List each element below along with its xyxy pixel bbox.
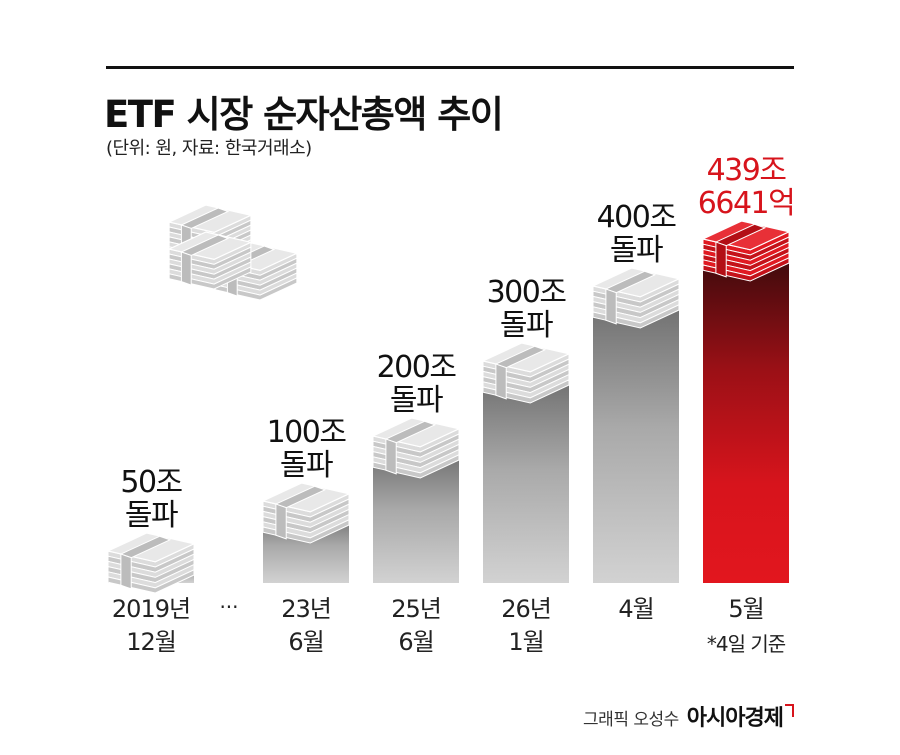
money-stack-decoration (167, 204, 299, 301)
bar-4 (483, 375, 569, 583)
x-axis-label: 5월 (728, 595, 763, 623)
bar-5 (593, 300, 679, 583)
credit: 그래픽 오성수 아시아경제 (583, 700, 794, 732)
bar-value-label: 50조 (120, 465, 182, 500)
bar-value-label: 돌파 (125, 498, 178, 533)
bar-value-label: 200조 (377, 350, 457, 385)
money-stack-icon (167, 231, 253, 290)
brand-mark-icon (785, 704, 794, 717)
bar-value-label: 400조 (597, 200, 677, 235)
money-stack-icon (106, 532, 196, 594)
x-axis-label: 23년 (281, 595, 331, 623)
bar-value-label: 6641억 (698, 186, 794, 221)
bar-value-label: 돌파 (390, 383, 443, 418)
bar-6 (703, 253, 789, 583)
chart-title: ETF 시장 순자산총액 추이 (104, 93, 504, 136)
brand-logo: 아시아경제 (686, 706, 784, 731)
money-stack-icon (591, 267, 681, 329)
gap-marker: ··· (219, 595, 238, 619)
x-axis-label: 4월 (618, 595, 653, 623)
chart-subtitle: (단위: 원, 자료: 한국거래소) (106, 138, 312, 159)
x-axis-label: 26년 (501, 595, 551, 623)
bar-value-label: 돌파 (500, 308, 553, 343)
bar-value-label: 100조 (267, 415, 347, 450)
bar-value-label: 439조 (707, 153, 787, 188)
money-stack-icon (701, 220, 791, 282)
footnote: *4일 기준 (707, 632, 786, 656)
x-axis-label: 1월 (508, 628, 543, 656)
top-rule (106, 66, 794, 69)
money-stack-icon (261, 482, 351, 544)
x-axis-label: 25년 (391, 595, 441, 623)
bar-value-label: 돌파 (280, 448, 333, 483)
x-axis-label: 6월 (398, 628, 433, 656)
money-stack-icon (481, 342, 571, 404)
x-axis-label: 12월 (126, 628, 176, 656)
bar-value-label: 돌파 (610, 233, 663, 268)
graphic-credit: 그래픽 오성수 (583, 710, 679, 730)
money-stack-icon (371, 417, 461, 479)
bar-value-label: 300조 (487, 275, 567, 310)
x-axis-label: 2019년 (112, 595, 190, 623)
x-axis-label: 6월 (288, 628, 323, 656)
